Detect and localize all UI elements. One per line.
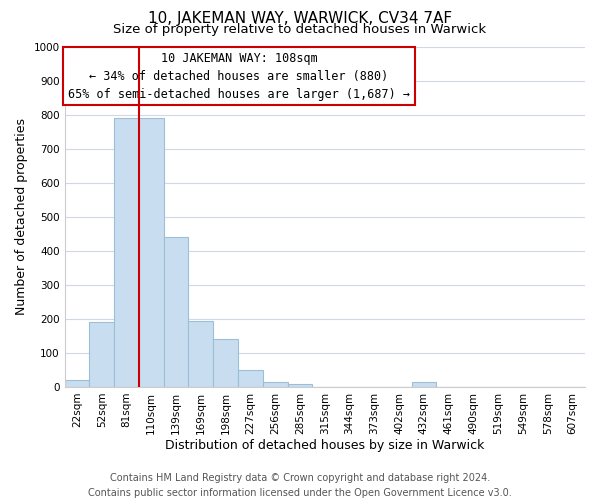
Bar bbox=[412, 382, 436, 387]
Text: Size of property relative to detached houses in Warwick: Size of property relative to detached ho… bbox=[113, 22, 487, 36]
Text: 10, JAKEMAN WAY, WARWICK, CV34 7AF: 10, JAKEMAN WAY, WARWICK, CV34 7AF bbox=[148, 11, 452, 26]
Text: Contains HM Land Registry data © Crown copyright and database right 2024.
Contai: Contains HM Land Registry data © Crown c… bbox=[88, 472, 512, 498]
Bar bbox=[114, 118, 139, 387]
Bar bbox=[89, 322, 114, 387]
X-axis label: Distribution of detached houses by size in Warwick: Distribution of detached houses by size … bbox=[165, 440, 484, 452]
Bar bbox=[287, 384, 313, 387]
Y-axis label: Number of detached properties: Number of detached properties bbox=[15, 118, 28, 315]
Bar bbox=[164, 237, 188, 387]
Bar bbox=[213, 340, 238, 387]
Text: 10 JAKEMAN WAY: 108sqm
← 34% of detached houses are smaller (880)
65% of semi-de: 10 JAKEMAN WAY: 108sqm ← 34% of detached… bbox=[68, 52, 410, 100]
Bar bbox=[139, 118, 164, 387]
Bar bbox=[188, 320, 213, 387]
Bar bbox=[238, 370, 263, 387]
Bar bbox=[65, 380, 89, 387]
Bar bbox=[263, 382, 287, 387]
